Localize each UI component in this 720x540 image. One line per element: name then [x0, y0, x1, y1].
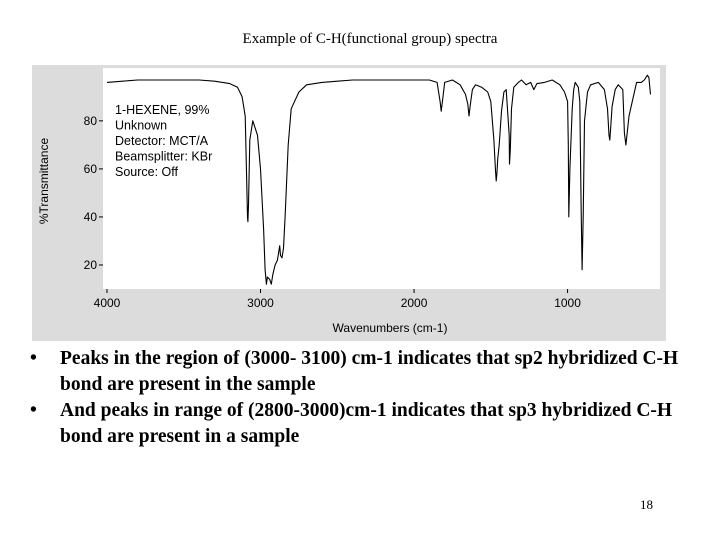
- ir-spectrum-chart: 20 40 60 80 4000 3000 2000 1000 Wavenumbers (cm-…: [37, 68, 660, 335]
- annotation-line: 1-HEXENE, 99%: [115, 103, 209, 117]
- x-tick-label: 1000: [554, 296, 581, 310]
- y-tick-label: 40: [84, 210, 98, 224]
- spectrum-figure: 20 40 60 80 4000 3000 2000 1000 Wavenumbers (cm-…: [32, 65, 666, 341]
- annotation-line: Source: Off: [115, 165, 179, 179]
- bullet-item-sp3: And peaks in range of (2800-3000)cm-1 in…: [30, 398, 690, 450]
- slide-title: Example of C-H(functional group) spectra: [242, 31, 498, 47]
- annotation-line: Detector: MCT/A: [115, 134, 209, 148]
- y-tick-label: 20: [84, 258, 98, 272]
- y-tick-label: 80: [84, 114, 98, 128]
- x-tick-label: 2000: [401, 296, 428, 310]
- x-axis-label: Wavenumbers (cm-1): [333, 321, 448, 335]
- spectrum-line-0: [106, 74, 652, 285]
- y-tick-label: 60: [84, 162, 98, 176]
- bullet-item-sp2: Peaks in the region of (3000- 3100) cm-1…: [30, 346, 690, 398]
- annotation-line: Unknown: [115, 119, 167, 133]
- plot-area: [103, 68, 660, 289]
- annotation-line: Beamsplitter: KBr: [115, 150, 212, 164]
- x-tick-label: 4000: [94, 296, 121, 310]
- page-number: 18: [640, 497, 653, 512]
- y-axis-label: %Transmittance: [37, 138, 51, 225]
- bullet-list: Peaks in the region of (3000- 3100) cm-1…: [30, 346, 690, 450]
- x-tick-label: 3000: [247, 296, 274, 310]
